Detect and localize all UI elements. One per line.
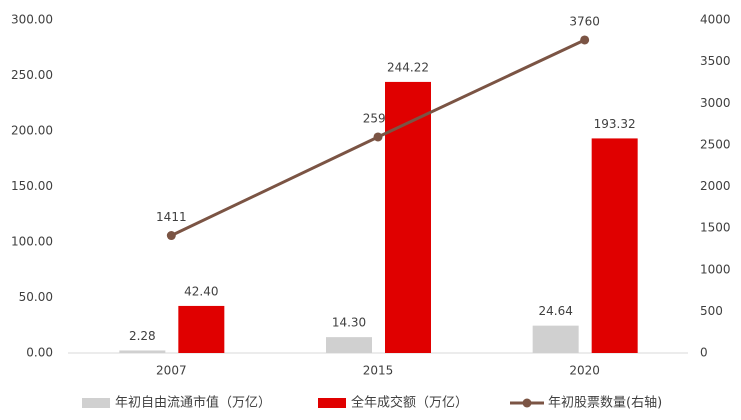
value-label: 244.22	[387, 60, 429, 74]
y-tick-label: 250.00	[11, 68, 53, 82]
legend-label: 全年成交额（万亿）	[351, 395, 468, 411]
y-tick-label: 50.00	[19, 290, 53, 304]
y2-tick-label: 500	[700, 304, 723, 318]
y2-tick-label: 4000	[700, 13, 731, 27]
legend-label: 年初自由流通市值（万亿）	[115, 395, 271, 411]
y2-tick-label: 2000	[700, 179, 731, 193]
y-tick-label: 100.00	[11, 235, 53, 249]
legend-swatch	[82, 398, 110, 408]
value-label: 3760	[569, 14, 600, 28]
y2-tick-label: 1500	[700, 221, 731, 235]
line-marker	[373, 132, 383, 142]
bar	[385, 81, 431, 353]
y2-tick-label: 1000	[700, 262, 731, 276]
x-tick-label: 2020	[569, 364, 600, 378]
legend-swatch	[522, 398, 532, 408]
y2-tick-label: 0	[700, 346, 708, 360]
line-marker	[580, 35, 590, 45]
y2-tick-label: 2500	[700, 137, 731, 151]
bar	[119, 350, 166, 353]
y2-tick-label: 3500	[700, 54, 731, 68]
value-label: 42.40	[184, 284, 218, 298]
y-tick-label: 300.00	[11, 13, 53, 27]
legend-label: 年初股票数量(右轴)	[548, 396, 662, 411]
line-marker	[166, 231, 176, 241]
y2-tick-label: 3000	[700, 96, 731, 110]
value-label: 1411	[156, 210, 187, 224]
bar	[532, 325, 579, 353]
y-tick-label: 0.00	[26, 346, 53, 360]
bar	[591, 138, 638, 353]
bar	[326, 337, 372, 353]
y-tick-label: 200.00	[11, 124, 53, 138]
value-label: 24.64	[538, 304, 572, 318]
value-label: 193.32	[594, 117, 636, 131]
y-tick-label: 150.00	[11, 179, 53, 193]
value-label: 14.30	[332, 316, 366, 330]
legend-swatch	[318, 398, 346, 408]
x-tick-label: 2015	[363, 364, 394, 378]
value-label: 2.28	[129, 329, 156, 343]
bar	[178, 305, 225, 353]
x-tick-label: 2007	[156, 364, 187, 378]
